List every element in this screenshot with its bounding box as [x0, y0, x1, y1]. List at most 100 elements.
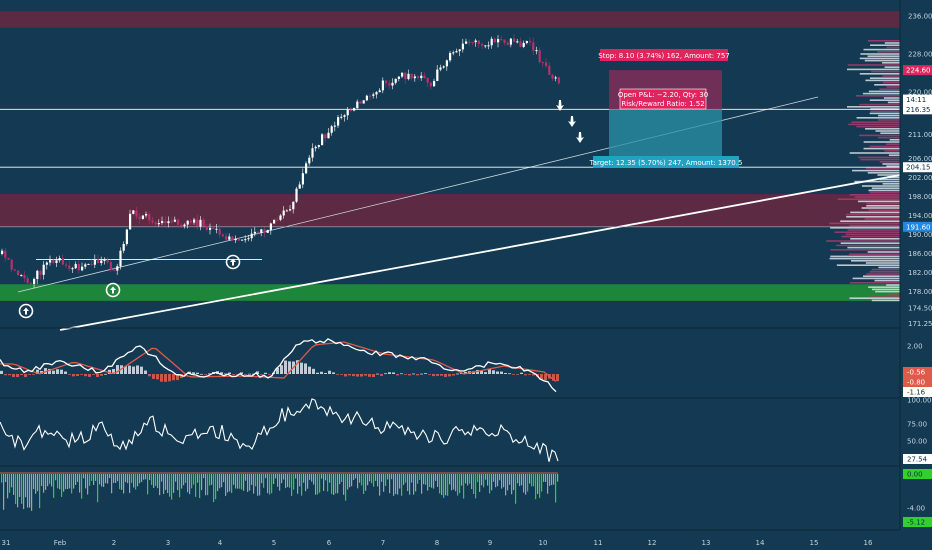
oscillator-bar	[133, 474, 135, 488]
price-marker-label: 14:11	[906, 96, 926, 104]
oscillator-bar	[457, 474, 459, 496]
macd-histogram-bar	[380, 374, 383, 376]
candle	[548, 65, 551, 75]
candle	[250, 233, 253, 239]
candle	[516, 41, 519, 43]
profile-bar	[882, 163, 900, 165]
oscillator-bar	[13, 474, 15, 495]
candle	[10, 259, 13, 270]
oscillator-bar	[335, 474, 337, 494]
lower-trendline[interactable]	[59, 174, 901, 331]
oscillator-bar	[277, 474, 279, 487]
oscillator-bar	[487, 474, 489, 486]
candle	[196, 219, 199, 227]
macd-histogram-bar	[528, 374, 531, 375]
oscillator-bar	[555, 474, 557, 503]
candle	[141, 215, 144, 219]
price-tick-label: 198.00	[908, 193, 932, 201]
macd-histogram-bar	[12, 374, 15, 378]
profile-bar	[878, 266, 900, 269]
profile-bar	[856, 125, 900, 128]
candle	[359, 101, 362, 104]
up-arrow-icon[interactable]	[225, 254, 241, 270]
candle	[52, 260, 55, 263]
candle	[497, 39, 500, 43]
time-tick-label: 16	[864, 539, 873, 547]
oscillator-bar	[401, 474, 403, 496]
oscillator-bar	[317, 474, 319, 495]
candle	[209, 227, 212, 230]
profile-bar	[850, 238, 900, 240]
candle	[455, 51, 458, 53]
oscillator-bar	[319, 474, 321, 493]
macd-histogram-bar	[416, 374, 419, 376]
resistance-zone-top[interactable]	[0, 11, 900, 28]
time-axis[interactable]: 31 Feb 2 3 4 5 6 7 8 9 10 11 12 13 14 15 16	[2, 539, 873, 547]
time-tick-label: 5	[272, 539, 276, 547]
macd-histogram-bar	[228, 372, 231, 374]
profile-bar	[846, 68, 900, 71]
oscillator-bar	[425, 474, 427, 485]
oscillator-bar	[215, 474, 217, 500]
oscillator-bar	[393, 474, 395, 496]
oscillator-bar	[205, 474, 207, 496]
oscillator-bar	[417, 474, 419, 484]
oscillator-bar	[195, 474, 197, 497]
candle	[148, 213, 151, 221]
macd-histogram-bar	[124, 366, 127, 374]
profile-bar	[830, 227, 900, 229]
macd-histogram-bar	[24, 374, 27, 378]
profile-bar	[879, 88, 900, 90]
profile-bar	[830, 255, 900, 258]
macd-histogram-bar	[520, 372, 523, 374]
target-label-bg	[593, 156, 739, 168]
oscillator-bar	[295, 474, 297, 479]
profile-bar	[871, 268, 900, 271]
up-arrow-icon[interactable]	[18, 303, 34, 319]
macd-histogram-bar	[324, 373, 327, 374]
oscillator-bar	[537, 474, 539, 494]
oscillator-bar	[227, 474, 229, 493]
resistance-zone-mid[interactable]	[0, 194, 900, 228]
macd-histogram-bar	[232, 374, 235, 375]
candle	[353, 108, 356, 111]
oscillator-bar	[379, 474, 381, 496]
macd-histogram-bar	[132, 366, 135, 374]
oscillator-bar	[491, 474, 493, 491]
candle	[439, 67, 442, 70]
support-zone[interactable]	[0, 284, 900, 301]
macd-histogram-bar	[556, 374, 559, 382]
profile-bar	[887, 101, 900, 104]
price-tick-label: 211.00	[908, 131, 932, 139]
profile-bar	[871, 187, 900, 189]
oscillator-bar	[465, 474, 467, 484]
oscillator-bar	[79, 474, 81, 493]
oscillator-bar	[399, 474, 401, 489]
macd-line	[0, 338, 557, 393]
up-arrow-ring	[225, 254, 241, 270]
candle	[301, 173, 304, 185]
oscillator-bar	[323, 474, 325, 491]
profile-bar	[867, 40, 900, 42]
profile-bar	[879, 161, 900, 163]
oscillator-bar	[187, 474, 189, 493]
oscillator-bar	[321, 474, 323, 479]
candle	[372, 94, 375, 96]
oscillator-bar	[153, 474, 155, 488]
candle	[36, 270, 39, 279]
profile-bar	[864, 218, 900, 220]
down-arrow-icon[interactable]	[576, 132, 584, 143]
oscillator-bar	[395, 474, 397, 494]
down-arrow-icon[interactable]	[568, 116, 576, 127]
up-arrow-icon[interactable]	[105, 282, 121, 298]
profile-bar	[859, 57, 900, 60]
oscillator-bar	[385, 474, 387, 486]
candle	[33, 278, 36, 284]
rsi-marker-bg	[903, 454, 932, 464]
candle	[487, 45, 490, 47]
oscillator-bar	[373, 474, 375, 487]
candle	[503, 39, 506, 43]
candle	[333, 125, 336, 127]
down-arrow-icon[interactable]	[556, 100, 564, 111]
